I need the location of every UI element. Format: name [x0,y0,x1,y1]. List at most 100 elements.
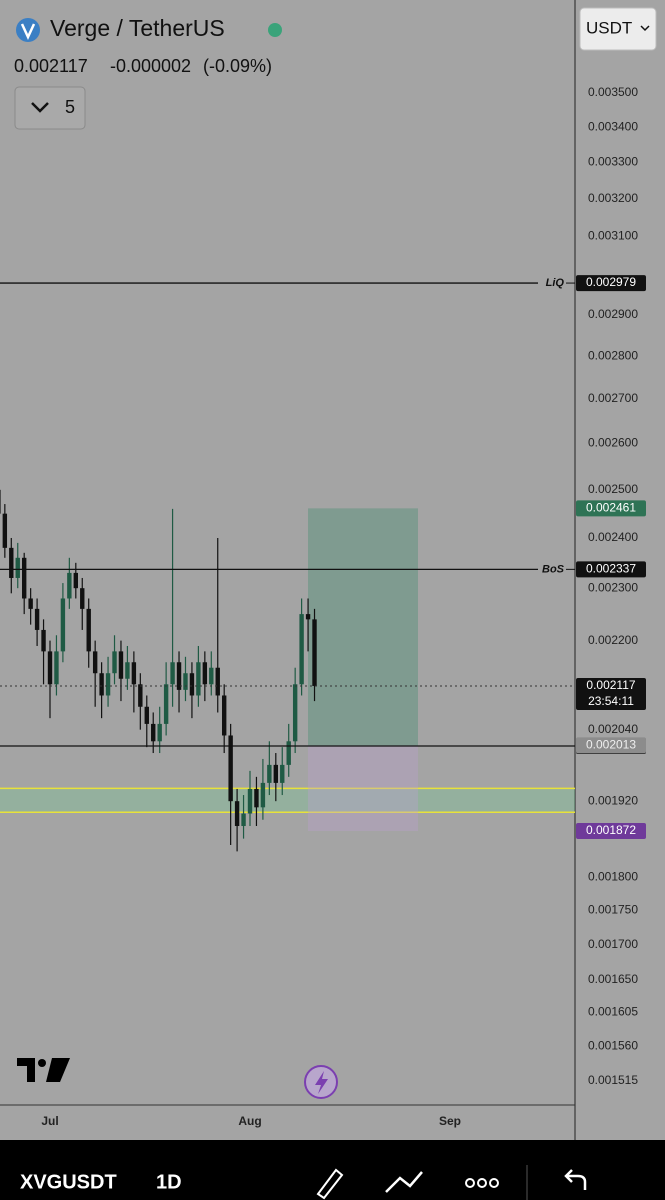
price-badge-label: 0.002337 [586,562,636,576]
candle-body [144,706,149,724]
symbol-title: Verge / TetherUS [50,15,225,41]
y-tick-label: 0.002600 [588,436,638,450]
y-tick-label: 0.002200 [588,633,638,647]
candle-body [54,651,59,685]
candle-body [112,651,117,674]
y-tick-label: 0.002900 [588,307,638,321]
candle-body [73,572,79,589]
y-tick-label: 0.003400 [588,119,638,133]
tv-logo [17,1058,70,1082]
candle-body [273,764,279,783]
candle-body [221,695,227,736]
candle-body [99,673,104,696]
y-tick-label: 0.002700 [588,391,638,405]
candle-body [189,673,195,696]
candle-body [305,614,311,620]
candle-body [151,723,156,742]
draw-tool[interactable] [316,1168,344,1200]
price-badge [576,275,646,292]
price-badge-label: 0.001872 [586,823,636,837]
candle-body [280,764,285,783]
price-badge [576,500,646,517]
y-tick-label: 0.001800 [588,869,638,883]
price-axis: 0.003500 0.003400 0.003300 0.003200 0.003100… [576,85,646,1087]
price-change-pct: (-0.09%) [203,56,272,76]
y-tick-label: 0.002300 [588,580,638,594]
candle-body [118,651,124,679]
candle-body [28,598,33,609]
x-tick-label: Jul [41,1114,58,1128]
candle-body [260,782,266,808]
price-badge-label: 0.002979 [586,275,636,289]
candle-body [234,801,240,827]
candle-body [138,684,143,707]
y-tick-label: 0.002500 [588,482,638,496]
candle-body [21,557,27,599]
price-badge-countdown: 23:54:11 [588,694,634,708]
candle-body [176,662,182,690]
indicator-count: 5 [65,97,75,117]
plot-area: LiQ BoS [0,277,575,852]
candle-body [2,513,8,548]
y-tick-label: 0.003100 [588,228,638,242]
y-tick-label: 0.002040 [588,722,638,736]
candle-body [312,619,317,686]
y-tick-label: 0.001750 [588,903,638,917]
candle-body [202,662,208,685]
price-badge [576,677,646,710]
y-tick-label: 0.003300 [588,155,638,169]
candle-body [209,667,214,685]
y-tick-label: 0.001515 [588,1073,638,1087]
more-dot [489,1178,499,1188]
y-tick-label: 0.001560 [588,1038,638,1052]
y-tick-label: 0.001920 [588,793,638,807]
candle-body [215,667,220,696]
x-tick-label: Sep [439,1114,461,1128]
indicators-toggle[interactable] [14,86,86,130]
price-badge [576,823,646,840]
candle-body [292,684,298,742]
price-badge [576,561,646,578]
trend-tool[interactable] [385,1171,423,1193]
price-badge [576,737,646,754]
position-target [308,508,418,746]
candle-body [163,684,169,724]
currency-label: USDT [586,18,632,37]
y-tick-label: 0.002800 [588,348,638,362]
price-change: -0.000002 [110,56,191,76]
price-badge-label: 0.002461 [586,501,636,515]
candle-body [241,813,246,827]
candle-body [228,735,233,802]
y-tick-label: 0.002400 [588,530,638,544]
currency-chevron [640,25,650,32]
candle-body [157,723,162,742]
bottom-bar [0,1140,665,1200]
position-stop [308,745,418,832]
candle-body [170,662,175,685]
level-label: LiQ [546,277,565,289]
y-tick-label: 0.003200 [588,191,638,205]
x-tick-label: Aug [238,1114,261,1128]
zone [0,788,575,813]
tv-logo-part [17,1058,35,1082]
toolbar-interval[interactable]: 1D [156,1171,182,1193]
currency-button[interactable] [579,7,657,51]
coin-icon-mark [20,23,36,40]
more-dot [477,1178,487,1188]
toolbar-symbol[interactable]: XVGUSDT [20,1171,117,1193]
more-button[interactable] [465,1178,499,1188]
level-label: BoS [542,563,565,575]
candle-body [247,788,253,814]
candle-body [267,764,272,783]
price-badge-label: 0.002117 [586,678,635,692]
last-price: 0.002117 [14,56,88,76]
candle-body [286,741,291,765]
more-dot [465,1178,475,1188]
candle-body [86,608,91,652]
candle-body [131,662,137,685]
undo-button[interactable] [564,1169,587,1190]
y-tick-label: 0.003500 [588,85,638,99]
chevron-icon [31,102,49,113]
